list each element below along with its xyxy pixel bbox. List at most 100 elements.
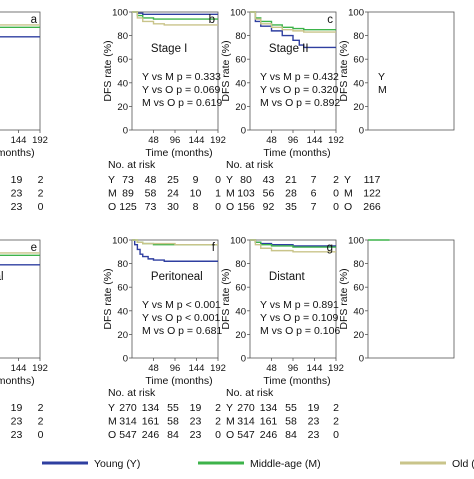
risk-count: 23 <box>11 429 23 441</box>
panel-title: Peritoneal <box>151 271 203 283</box>
risk-group-label: O <box>108 429 116 441</box>
y-tick-label: 100 <box>112 236 128 247</box>
risk-count: 23 <box>308 429 320 441</box>
risk-count: 2 <box>215 402 221 414</box>
km-curve-young <box>0 264 40 266</box>
x-tick-label: 48 <box>148 135 159 146</box>
risk-count: 134 <box>142 402 160 414</box>
risk-count: 23 <box>11 201 23 213</box>
km-curve-young <box>250 11 336 49</box>
risk-count: 161 <box>142 416 160 428</box>
risk-count: 103 <box>237 188 255 200</box>
risk-count: 2 <box>38 402 44 414</box>
risk-count: 314 <box>237 416 255 428</box>
risk-count: 56 <box>263 188 275 200</box>
risk-count: 2 <box>38 174 44 186</box>
risk-count: 23 <box>190 429 202 441</box>
panel-title: gional <box>0 271 4 283</box>
y-axis-label: DFS rate (%) <box>338 40 350 101</box>
risk-count: 23 <box>308 416 320 428</box>
x-tick-label: 192 <box>32 363 48 374</box>
risk-count: 117 <box>364 174 381 186</box>
risk-count: 23 <box>190 416 202 428</box>
x-tick-label: 96 <box>288 363 299 374</box>
p-value: Y vs O p = 0.069 <box>142 84 220 96</box>
x-tick-label: 192 <box>328 363 344 374</box>
p-value: M vs O p = 0.681 <box>142 325 222 337</box>
y-tick-label: 60 <box>235 55 246 66</box>
y-tick-label: 80 <box>353 259 364 270</box>
x-tick-label: 48 <box>266 135 277 146</box>
risk-count: 2 <box>333 402 339 414</box>
plot-frame <box>367 11 455 131</box>
km-curve-young <box>0 36 40 38</box>
risk-count: 25 <box>167 174 179 186</box>
y-tick-label: 20 <box>235 330 246 341</box>
y-tick-label: 60 <box>235 283 246 294</box>
y-tick-label: 0 <box>359 126 364 137</box>
y-tick-label: 40 <box>117 78 128 89</box>
y-tick-label: 60 <box>353 55 364 66</box>
y-tick-label: 0 <box>123 126 128 137</box>
risk-count: 125 <box>119 201 137 213</box>
panel-letter: c <box>327 14 333 26</box>
risk-group-label: M <box>226 416 235 428</box>
risk-count: 6 <box>311 188 317 200</box>
x-tick-label: 144 <box>11 363 27 374</box>
risk-count: 246 <box>260 429 278 441</box>
x-tick-label: 144 <box>307 135 323 146</box>
km-curve-old <box>132 239 218 246</box>
risk-group-label: O <box>226 201 234 213</box>
p-value: Y vs O p = 0.109 <box>260 312 338 324</box>
x-tick-label: 192 <box>210 135 226 146</box>
risk-count: 2 <box>38 188 44 200</box>
risk-count: 84 <box>285 429 297 441</box>
risk-count: 35 <box>285 201 297 213</box>
risk-count: 0 <box>215 201 221 213</box>
risk-title: No. at risk <box>226 159 274 171</box>
risk-count: 19 <box>11 174 23 186</box>
x-axis-label: Time (months) <box>263 147 330 159</box>
y-tick-label: 40 <box>353 306 364 317</box>
risk-group-label: Y <box>226 174 233 186</box>
risk-group-label: Y <box>108 174 115 186</box>
km-curve-middle <box>250 11 336 31</box>
risk-group-label: O <box>108 201 116 213</box>
p-value: Y vs O p < 0.001 <box>142 312 220 324</box>
risk-count: 55 <box>167 402 179 414</box>
p-value: M vs O p = 0.619 <box>142 97 222 109</box>
panel-letter: b <box>209 14 215 26</box>
risk-title: No. at risk <box>108 387 156 399</box>
y-tick-label: 0 <box>241 354 246 365</box>
y-tick-label: 60 <box>117 55 128 66</box>
x-axis-label: Time (months) <box>0 147 35 159</box>
risk-count: 92 <box>263 201 275 213</box>
plot-frame <box>367 239 455 359</box>
p-value: Y vs M p = 0.891 <box>260 299 339 311</box>
risk-title: No. at risk <box>226 387 274 399</box>
risk-count: 30 <box>167 201 179 213</box>
risk-count: 48 <box>145 174 157 186</box>
risk-count: 0 <box>215 174 221 186</box>
p-value: Y vs M p = 0.432 <box>260 71 339 83</box>
panel-title: Stage I <box>151 43 187 55</box>
risk-count: 2 <box>215 416 221 428</box>
p-value: M vs O p = 0.892 <box>260 97 340 109</box>
risk-group-label: Y <box>226 402 233 414</box>
p-value: M <box>378 84 387 96</box>
km-curve-young <box>132 239 218 262</box>
km-curve-middle <box>0 26 40 29</box>
x-tick-label: 144 <box>307 363 323 374</box>
y-tick-label: 100 <box>230 236 246 247</box>
y-axis-label: DFS rate (%) <box>102 40 114 101</box>
x-tick-label: 144 <box>189 363 205 374</box>
panel-title: Distant <box>269 271 306 283</box>
x-axis-label: Time (months) <box>263 375 330 387</box>
risk-count: 89 <box>122 188 134 200</box>
panel-title: Stage II <box>269 43 309 55</box>
y-tick-label: 80 <box>235 31 246 42</box>
risk-count: 547 <box>237 429 255 441</box>
